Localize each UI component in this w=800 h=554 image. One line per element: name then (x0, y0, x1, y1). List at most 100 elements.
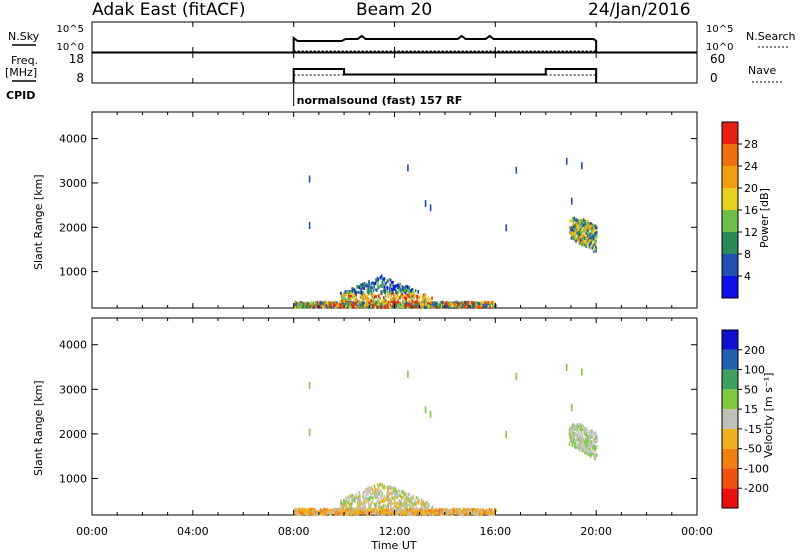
colorbar-swatch (722, 166, 738, 188)
data-cell (397, 305, 400, 309)
data-cell (365, 305, 368, 309)
data-cell (353, 299, 356, 303)
colorbar-swatch (722, 349, 738, 370)
data-cell (367, 500, 370, 504)
data-cell (361, 508, 364, 512)
data-cell (363, 293, 365, 297)
data-cell (329, 303, 331, 307)
data-cell (380, 303, 383, 307)
data-cell (393, 505, 396, 509)
data-cell (359, 506, 362, 510)
data-cell (424, 302, 427, 306)
data-cell (391, 510, 394, 514)
data-cell (463, 301, 465, 305)
data-cell (572, 236, 575, 240)
data-cell (417, 511, 420, 515)
data-cell (332, 301, 335, 305)
data-cell (364, 497, 367, 501)
data-cell (395, 495, 398, 499)
data-cell (382, 505, 385, 509)
data-cell (340, 294, 343, 298)
data-cell (386, 485, 389, 489)
data-cell (359, 509, 362, 513)
data-cell (370, 492, 372, 496)
data-cell (380, 284, 382, 288)
data-cell (408, 303, 411, 307)
data-cell (382, 511, 384, 515)
data-cell (313, 507, 316, 511)
data-cell (397, 295, 400, 299)
data-cell (408, 285, 411, 289)
data-cell (296, 305, 299, 309)
colorbar-swatch (722, 468, 738, 489)
data-cell (399, 287, 401, 291)
data-cell (409, 297, 411, 301)
data-cell (313, 301, 316, 305)
data-cell (399, 289, 402, 293)
data-cell (582, 234, 584, 238)
data-cell (407, 492, 410, 496)
data-cell (430, 300, 433, 304)
data-cell (306, 301, 309, 305)
data-cell (586, 236, 588, 240)
velocity-colorbar-label: Velocity [m s⁻¹] (762, 373, 775, 458)
data-cell (568, 441, 571, 445)
data-cell (332, 303, 334, 307)
data-cell (427, 301, 429, 305)
data-cell (358, 507, 360, 511)
data-cell (380, 505, 383, 509)
data-cell (590, 440, 593, 444)
data-cell (590, 228, 593, 232)
data-cell (377, 486, 380, 490)
data-cell (331, 510, 334, 514)
data-cell (574, 218, 576, 222)
data-cell (348, 505, 351, 509)
data-cell (571, 224, 574, 228)
power-ylabel: Slant Range [km] (32, 174, 45, 270)
data-cell (476, 508, 479, 512)
data-cell (347, 301, 350, 305)
data-cell (593, 444, 595, 448)
data-cell (364, 303, 367, 307)
data-cell (345, 512, 347, 516)
data-cell (353, 496, 356, 500)
data-cell (342, 504, 345, 508)
data-cell (408, 289, 411, 293)
data-cell (372, 304, 374, 308)
data-cell (573, 238, 576, 242)
data-cell (315, 305, 317, 309)
data-cell (353, 296, 356, 300)
data-cell (574, 223, 576, 227)
power-axis-ticks: 1000 2000 3000 4000 (59, 133, 697, 279)
data-cell (359, 502, 362, 506)
data-cell (573, 228, 576, 232)
data-cell (363, 507, 366, 511)
data-cell (407, 289, 409, 293)
data-cell (588, 451, 591, 455)
data-cell (334, 303, 336, 307)
data-cell (430, 304, 433, 308)
data-cell (431, 509, 433, 513)
data-cell (405, 294, 408, 298)
data-cell (594, 232, 596, 236)
colorbar-tick-label: 15 (744, 403, 758, 416)
data-cell (422, 305, 424, 309)
data-cell (344, 297, 346, 301)
data-cell (352, 496, 354, 500)
data-cell (429, 510, 432, 514)
data-cell (585, 436, 587, 440)
data-cell (593, 437, 596, 441)
data-cell (359, 493, 361, 497)
data-cell (581, 368, 583, 376)
data-cell (388, 288, 391, 292)
data-cell (490, 512, 493, 516)
data-cell (364, 295, 366, 299)
data-cell (362, 304, 364, 308)
data-cell (357, 508, 359, 512)
data-cell (395, 304, 398, 308)
data-cell (407, 496, 409, 500)
data-cell (581, 162, 583, 170)
data-cell (582, 231, 584, 235)
data-cell (466, 509, 469, 513)
data-cell (298, 305, 301, 309)
